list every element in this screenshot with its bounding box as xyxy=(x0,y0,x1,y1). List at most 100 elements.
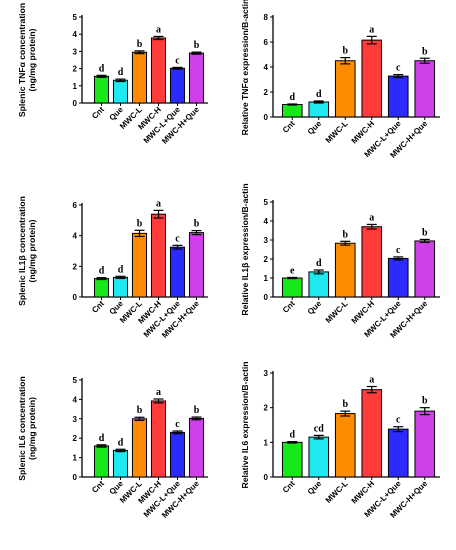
x-tick-label: Cnt xyxy=(281,479,297,495)
significance-letter: a xyxy=(369,375,374,386)
y-tick-label: 0 xyxy=(264,293,269,302)
significance-letter: b xyxy=(137,218,143,229)
bar xyxy=(387,75,409,118)
panel-tnfa-expression: Relative TNFα expression/B-actin 0 2 4 6 8 d Cn… xyxy=(228,0,456,183)
x-tick-label: MWC-L xyxy=(324,119,350,145)
bar xyxy=(281,104,303,118)
significance-letter: a xyxy=(156,24,161,35)
significance-letter: c xyxy=(396,245,401,256)
bar xyxy=(281,277,303,298)
significance-letter: b xyxy=(137,39,143,50)
y-tick-label: 1 xyxy=(264,438,269,447)
bar xyxy=(308,101,330,118)
significance-letter: b xyxy=(422,227,428,238)
bar xyxy=(387,257,409,298)
significance-letter: b xyxy=(342,229,348,240)
x-tick-label: Cnt xyxy=(90,479,106,495)
y-tick-label: 2 xyxy=(73,434,78,443)
significance-letter: b xyxy=(137,405,143,416)
y-axis-label-line: Splenic TNFα concentration xyxy=(17,3,27,117)
chart-tnfa-concentration: Splenic TNFα concentration (ng/mg protein… xyxy=(17,3,208,146)
panel-il1b-expression: Relative IL1β expression/B-actin 0 1 2 3 4 5 e C… xyxy=(228,183,456,366)
y-tick-label: 4 xyxy=(73,30,78,39)
bar xyxy=(131,418,148,478)
bar xyxy=(361,226,383,298)
y-tick-label: 2 xyxy=(264,255,269,264)
x-tick-label: Que xyxy=(306,299,324,317)
y-tick-label: 0 xyxy=(73,293,78,302)
significance-letter: d xyxy=(118,437,124,448)
x-tick-label: MWC-L xyxy=(324,479,350,505)
significance-letter: b xyxy=(422,46,428,57)
panel-il1b-concentration: Splenic IL1β concentration (ng/mg protein… xyxy=(0,183,228,366)
significance-letter: a xyxy=(156,198,161,209)
significance-letter: b xyxy=(342,399,348,410)
y-tick-label: 3 xyxy=(264,236,269,245)
bar xyxy=(188,417,205,478)
y-tick-label: 2 xyxy=(264,404,269,413)
y-tick-label: 0 xyxy=(264,113,269,122)
bar xyxy=(169,431,186,478)
significance-letter: c xyxy=(175,233,180,244)
y-tick-label: 3 xyxy=(73,415,78,424)
bar xyxy=(150,37,167,104)
y-axis-label-line: (ng/mg protein) xyxy=(27,28,37,91)
y-axis-label-line: Relative IL1β expression/B-actin xyxy=(240,183,250,315)
significance-letter: e xyxy=(290,265,295,276)
chart-il1b-expression: Relative IL1β expression/B-actin 0 1 2 3 4 5 e C… xyxy=(240,183,440,340)
y-axis-label-line: (ng/mg protein) xyxy=(27,219,37,282)
y-tick-label: 4 xyxy=(73,232,78,241)
y-axis-label-line: Splenic IL6 concentration xyxy=(17,376,27,481)
y-tick-label: 1 xyxy=(73,82,78,91)
y-tick-label: 1 xyxy=(264,274,269,283)
bar xyxy=(414,60,436,118)
chart-il1b-concentration: Splenic IL1β concentration (ng/mg protein… xyxy=(17,196,208,340)
bar xyxy=(93,278,110,298)
x-tick-label: Cnt xyxy=(281,299,297,315)
y-tick-label: 6 xyxy=(73,201,78,210)
significance-letter: c xyxy=(396,63,401,74)
bar xyxy=(414,410,436,478)
y-axis-label-line: Relative IL6 expression/B-actin xyxy=(240,361,250,488)
panel-il6-concentration: Splenic IL6 concentration (ng/mg protein)… xyxy=(0,366,228,549)
y-tick-label: 2 xyxy=(73,262,78,271)
y-tick-label: 5 xyxy=(73,376,78,385)
y-tick-label: 4 xyxy=(73,395,78,404)
significance-letter: d xyxy=(289,430,295,441)
significance-letter: b xyxy=(422,396,428,407)
bar xyxy=(387,428,409,478)
significance-letter: d xyxy=(316,89,322,100)
bar xyxy=(414,240,436,298)
y-tick-label: 1 xyxy=(73,454,78,463)
bar xyxy=(93,445,110,478)
bar xyxy=(188,52,205,104)
y-tick-label: 0 xyxy=(264,473,269,482)
bar xyxy=(308,436,330,478)
y-tick-label: 0 xyxy=(73,473,78,482)
significance-letter: d xyxy=(99,266,105,277)
y-axis-label-line: Relative TNFα expression/B-actin xyxy=(240,0,250,135)
bar xyxy=(112,449,129,478)
x-tick-label: MWC-L xyxy=(324,299,350,325)
x-tick-label: Cnt xyxy=(90,105,106,121)
x-tick-label: Cnt xyxy=(90,299,106,315)
y-tick-label: 5 xyxy=(264,198,269,207)
bar xyxy=(361,389,383,478)
significance-letter: b xyxy=(194,40,200,51)
significance-letter: d xyxy=(289,92,295,103)
significance-letter: d xyxy=(99,433,105,444)
bar xyxy=(169,67,186,104)
y-tick-label: 8 xyxy=(264,13,269,22)
chart-tnfa-expression: Relative TNFα expression/B-actin 0 2 4 6 8 d Cn… xyxy=(240,0,440,160)
significance-letter: d xyxy=(118,67,124,78)
significance-letter: b xyxy=(342,46,348,57)
significance-letter: d xyxy=(99,63,105,74)
bar xyxy=(112,276,129,298)
y-tick-label: 2 xyxy=(264,88,269,97)
y-tick-label: 4 xyxy=(264,217,269,226)
significance-letter: c xyxy=(175,55,180,66)
bar xyxy=(334,60,356,118)
bar xyxy=(334,413,356,478)
bar xyxy=(150,213,167,298)
